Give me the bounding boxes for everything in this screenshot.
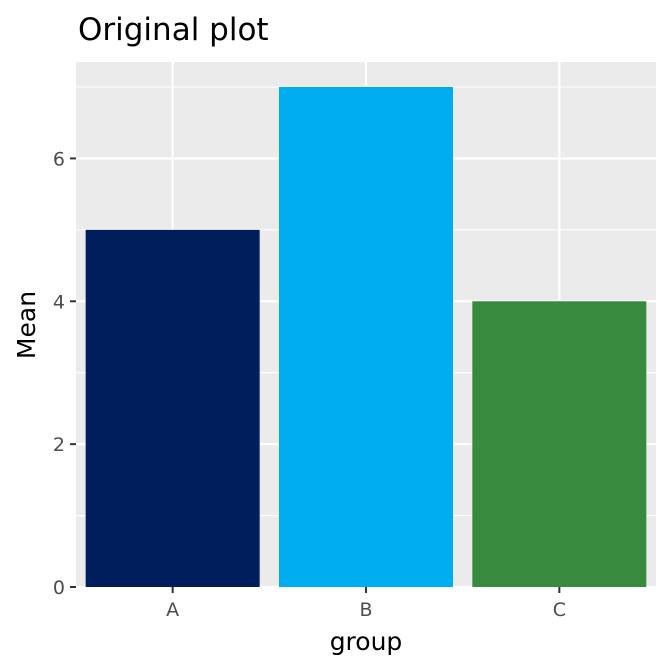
y-tick-label: 6: [53, 148, 65, 170]
y-tick-label: 0: [53, 577, 65, 599]
bars: [85, 87, 647, 587]
x-tick-label: B: [359, 599, 372, 621]
x-tick-label: A: [166, 599, 179, 621]
x-axis-title: group: [330, 627, 403, 656]
bar-c: [472, 301, 647, 587]
y-tick-label: 4: [53, 291, 65, 313]
x-axis: A B C: [166, 587, 566, 621]
bar-b: [279, 87, 453, 587]
y-axis-title: Mean: [12, 291, 41, 359]
y-axis: 0 2 4 6: [53, 148, 76, 599]
bar-a: [85, 229, 260, 587]
y-tick-label: 2: [53, 434, 65, 456]
x-tick-label: C: [553, 599, 566, 621]
chart-title: Original plot: [78, 12, 269, 48]
